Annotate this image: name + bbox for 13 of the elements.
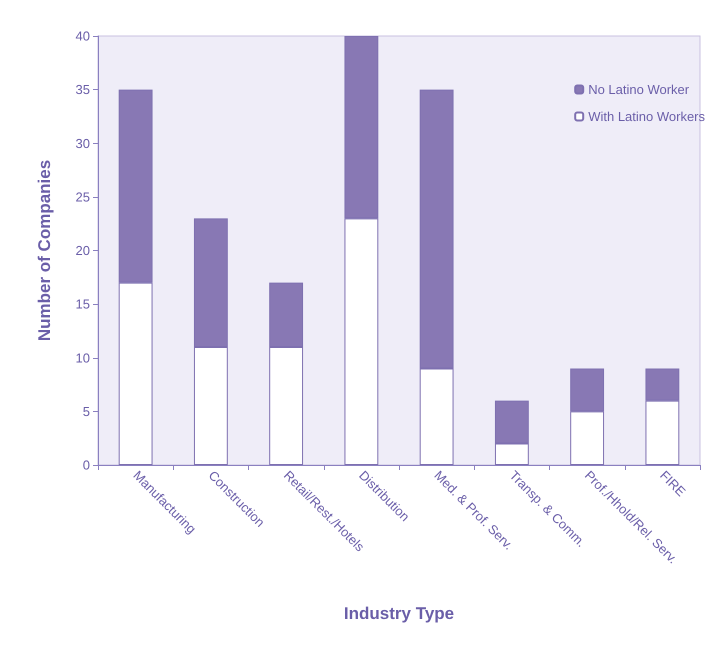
y-axis-title: Number of Companies: [35, 160, 54, 342]
x-axis-title: Industry Type: [344, 604, 454, 623]
y-tick-label: 30: [76, 136, 90, 151]
y-tick-label: 15: [76, 296, 90, 312]
y-tick-label: 0: [82, 458, 90, 472]
y-tick-label: 5: [82, 404, 90, 419]
y-tick-label: 35: [76, 82, 90, 98]
y-tick-label: 25: [76, 189, 90, 204]
y-tick-label: 40: [76, 28, 90, 44]
y-tick-label: 10: [76, 350, 90, 366]
legend-label: No Latino Worker: [588, 82, 690, 97]
y-tick-label: 20: [76, 243, 90, 258]
legend-label: With Latino Workers: [588, 109, 706, 124]
